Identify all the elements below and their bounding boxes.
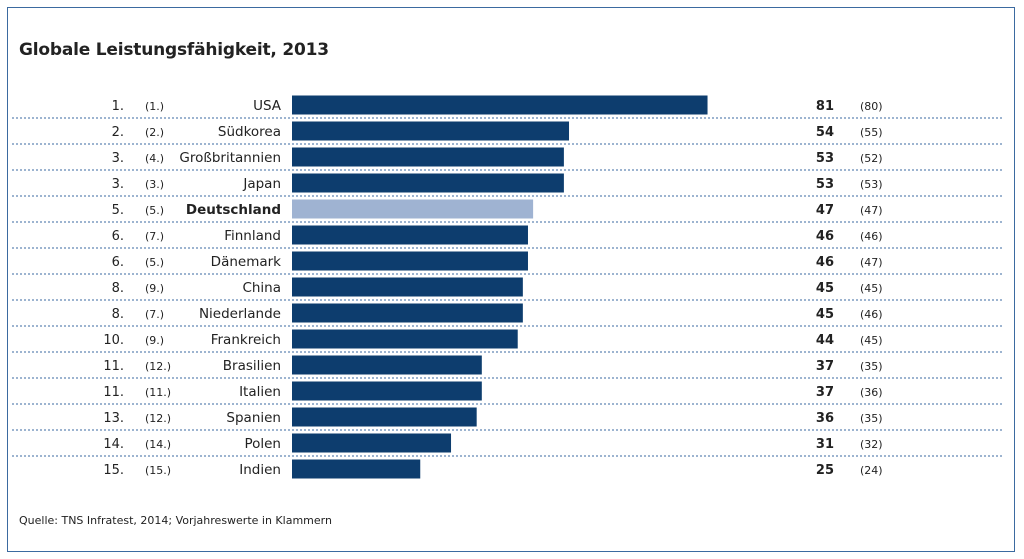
bar: [292, 433, 452, 453]
bar: [292, 381, 482, 401]
previous-value-label: (52): [860, 152, 883, 165]
previous-rank-label: (4.): [145, 152, 164, 165]
previous-value-label: (47): [860, 256, 883, 269]
previous-value-label: (53): [860, 178, 883, 191]
value-label: 47: [816, 203, 834, 218]
country-label: Japan: [242, 176, 281, 192]
rank-label: 6.: [112, 229, 124, 244]
previous-rank-label: (14.): [145, 438, 171, 451]
previous-value-label: (47): [860, 204, 883, 217]
rank-label: 3.: [112, 177, 124, 192]
previous-rank-label: (15.): [145, 464, 171, 477]
previous-rank-label: (11.): [145, 386, 171, 399]
country-label: Brasilien: [223, 358, 281, 374]
country-label: Frankreich: [211, 332, 281, 348]
country-label: Italien: [239, 384, 281, 400]
bar: [292, 251, 528, 271]
value-label: 44: [816, 333, 834, 348]
country-label: Polen: [244, 436, 281, 452]
previous-rank-label: (1.): [145, 100, 164, 113]
bar: [292, 277, 523, 297]
previous-rank-label: (5.): [145, 256, 164, 269]
rank-label: 2.: [112, 125, 124, 140]
previous-value-label: (45): [860, 282, 883, 295]
value-label: 54: [816, 125, 834, 140]
rank-label: 3.: [112, 151, 124, 166]
bar: [292, 173, 564, 193]
value-label: 37: [816, 385, 834, 400]
country-label: Finnland: [224, 228, 281, 244]
rank-label: 8.: [112, 281, 124, 296]
value-label: 53: [816, 177, 834, 192]
previous-value-label: (80): [860, 100, 883, 113]
bar: [292, 459, 421, 479]
previous-rank-label: (7.): [145, 308, 164, 321]
rank-label: 15.: [103, 463, 124, 478]
bar: [292, 147, 564, 167]
rank-label: 10.: [103, 333, 124, 348]
previous-rank-label: (3.): [145, 178, 164, 191]
rank-label: 5.: [112, 203, 124, 218]
previous-rank-label: (2.): [145, 126, 164, 139]
previous-value-label: (35): [860, 360, 883, 373]
chart-title: Globale Leistungsfähigkeit, 2013: [19, 40, 329, 60]
value-label: 46: [816, 229, 834, 244]
bar: [292, 355, 482, 375]
bar: [292, 329, 518, 349]
previous-value-label: (32): [860, 438, 883, 451]
bar: [292, 303, 523, 323]
bar: [292, 407, 477, 427]
bar: [292, 121, 570, 141]
rank-label: 11.: [103, 385, 124, 400]
value-label: 45: [816, 307, 834, 322]
previous-value-label: (46): [860, 230, 883, 243]
bar: [292, 199, 534, 219]
rank-label: 6.: [112, 255, 124, 270]
previous-value-label: (35): [860, 412, 883, 425]
bar: [292, 225, 528, 245]
previous-rank-label: (5.): [145, 204, 164, 217]
previous-value-label: (36): [860, 386, 883, 399]
source-note: Quelle: TNS Infratest, 2014; Vorjahreswe…: [19, 514, 332, 527]
country-label: Deutschland: [186, 202, 281, 218]
value-label: 25: [816, 463, 834, 478]
rank-label: 14.: [103, 437, 124, 452]
rank-label: 13.: [103, 411, 124, 426]
previous-rank-label: (12.): [145, 360, 171, 373]
country-label: Spanien: [226, 410, 281, 426]
rank-label: 8.: [112, 307, 124, 322]
country-label: Großbritannien: [179, 150, 281, 166]
value-label: 53: [816, 151, 834, 166]
previous-value-label: (24): [860, 464, 883, 477]
value-label: 31: [816, 437, 834, 452]
rank-label: 11.: [103, 359, 124, 374]
previous-rank-label: (12.): [145, 412, 171, 425]
country-label: China: [242, 280, 281, 296]
country-label: USA: [253, 98, 282, 114]
value-label: 81: [816, 99, 834, 114]
value-label: 36: [816, 411, 834, 426]
value-label: 46: [816, 255, 834, 270]
previous-value-label: (45): [860, 334, 883, 347]
previous-value-label: (46): [860, 308, 883, 321]
rank-label: 1.: [112, 99, 124, 114]
country-label: Niederlande: [199, 306, 281, 322]
country-label: Dänemark: [211, 254, 282, 270]
country-label: Südkorea: [218, 124, 281, 140]
country-label: Indien: [239, 462, 281, 478]
previous-rank-label: (9.): [145, 334, 164, 347]
value-label: 37: [816, 359, 834, 374]
previous-rank-label: (7.): [145, 230, 164, 243]
value-label: 45: [816, 281, 834, 296]
previous-rank-label: (9.): [145, 282, 164, 295]
previous-value-label: (55): [860, 126, 883, 139]
bar: [292, 95, 708, 115]
